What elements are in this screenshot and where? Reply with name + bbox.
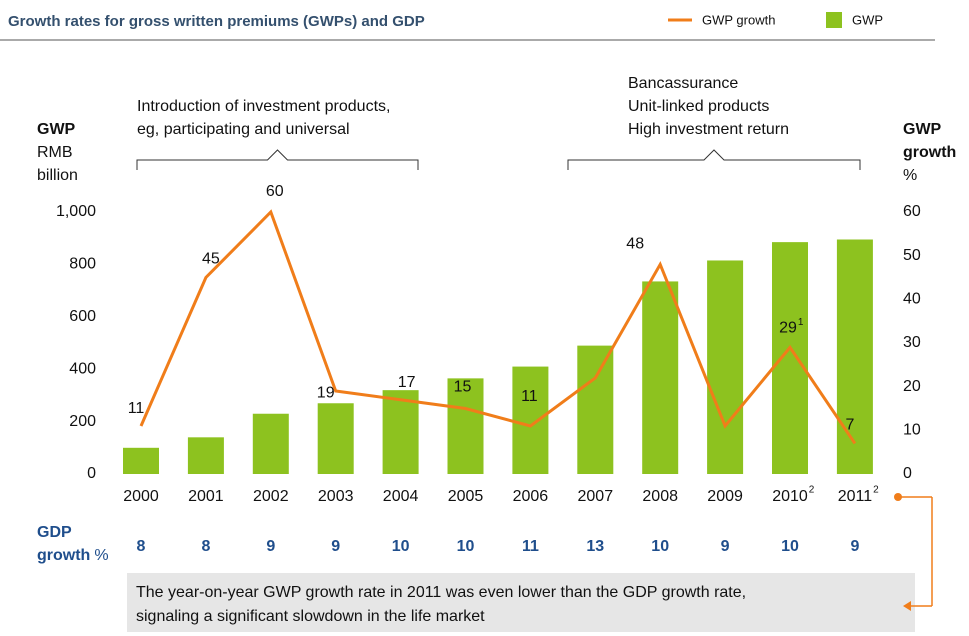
gdp-value: 13 (586, 538, 604, 555)
gdp-unit: % (94, 547, 108, 564)
y2-tick-label: 10 (903, 422, 921, 439)
data-label: 29 (779, 320, 797, 337)
data-label: 17 (398, 374, 416, 391)
y-axis-unit: RMB (37, 144, 73, 161)
data-label: 45 (202, 251, 220, 268)
y-tick-label: 400 (69, 360, 96, 377)
y-tick-label: 800 (69, 256, 96, 273)
annotation: eg, participating and universal (137, 121, 350, 138)
legend-label: GWP growth (702, 12, 775, 27)
data-label: 7 (845, 417, 854, 434)
x-tick-note: 2 (809, 485, 815, 496)
data-label: 60 (266, 183, 284, 200)
bar (642, 281, 679, 474)
gdp-value: 8 (137, 538, 146, 555)
bar (317, 403, 354, 474)
bar (123, 447, 159, 474)
x-tick-label: 2002 (253, 488, 289, 505)
y-tick-label: 200 (69, 413, 96, 430)
annotation: Introduction of investment products, (137, 98, 390, 115)
bar (836, 239, 873, 474)
annotation: Unit-linked products (628, 98, 769, 115)
y2-tick-label: 50 (903, 247, 921, 264)
note-arrow (903, 601, 911, 611)
y2-tick-label: 20 (903, 378, 921, 395)
legend-label: GWP (852, 12, 883, 27)
y2-tick-label: 30 (903, 334, 921, 351)
x-tick-label: 2008 (642, 488, 678, 505)
gdp-value: 10 (651, 538, 669, 555)
data-label-note: 1 (798, 317, 804, 328)
note-text: signaling a significant slowdown in the … (136, 608, 485, 625)
gdp-value: 10 (392, 538, 410, 555)
x-tick-label: 2004 (383, 488, 419, 505)
bar (447, 378, 484, 474)
y2-axis-title: GWP (903, 121, 942, 138)
data-label: 48 (626, 236, 644, 253)
annotation: Bancassurance (628, 75, 738, 92)
y2-tick-label: 0 (903, 465, 912, 482)
bracket (136, 149, 419, 170)
bar (772, 242, 808, 474)
y-tick-label: 0 (87, 465, 96, 482)
x-tick-label: 2011 (838, 488, 873, 505)
bar (187, 437, 224, 474)
gdp-value: 10 (457, 538, 475, 555)
x-tick-label: 2006 (513, 488, 549, 505)
data-label: 15 (454, 379, 472, 396)
gdp-value: 9 (266, 538, 275, 555)
gdp-label: GDP (37, 524, 72, 541)
x-tick-label: 2005 (448, 488, 484, 505)
legend-swatch (826, 12, 842, 28)
bracket (567, 149, 861, 170)
gdp-value: 9 (850, 538, 859, 555)
x-tick-label: 2003 (318, 488, 354, 505)
bar (382, 390, 419, 474)
note-box (127, 573, 915, 632)
data-label: 19 (317, 384, 335, 401)
x-tick-label: 2000 (123, 488, 159, 505)
gdp-value: 11 (522, 538, 539, 555)
y-tick-label: 600 (69, 308, 96, 325)
bar (577, 345, 614, 474)
x-tick-label: 2009 (707, 488, 743, 505)
bar (512, 366, 549, 474)
note-text: The year-on-year GWP growth rate in 2011… (136, 584, 746, 601)
y2-tick-label: 60 (903, 203, 921, 220)
gdp-value: 9 (331, 538, 340, 555)
y2-axis-title: growth (903, 144, 956, 161)
data-label: 11 (128, 400, 145, 417)
y2-axis-unit: % (903, 167, 917, 184)
gdp-value: 9 (721, 538, 730, 555)
y-axis-unit: billion (37, 167, 78, 184)
bar (252, 413, 289, 474)
x-tick-label: 2001 (188, 488, 224, 505)
note-connector (898, 496, 933, 607)
note-dot (894, 493, 902, 501)
bar (707, 260, 744, 474)
y-axis-title: GWP (37, 121, 76, 138)
annotation: High investment return (628, 121, 789, 138)
gdp-value: 10 (781, 538, 799, 555)
x-tick-note: 2 (873, 485, 879, 496)
y2-tick-label: 40 (903, 291, 921, 308)
line (139, 209, 857, 445)
chart-title: Growth rates for gross written premiums … (8, 13, 425, 30)
x-tick-label: 2007 (578, 488, 614, 505)
gdp-value: 8 (201, 538, 210, 555)
y-tick-label: 1,000 (56, 203, 96, 220)
data-label: 11 (521, 388, 538, 405)
gdp-label: growth (37, 547, 90, 564)
x-tick-label: 2010 (772, 488, 808, 505)
